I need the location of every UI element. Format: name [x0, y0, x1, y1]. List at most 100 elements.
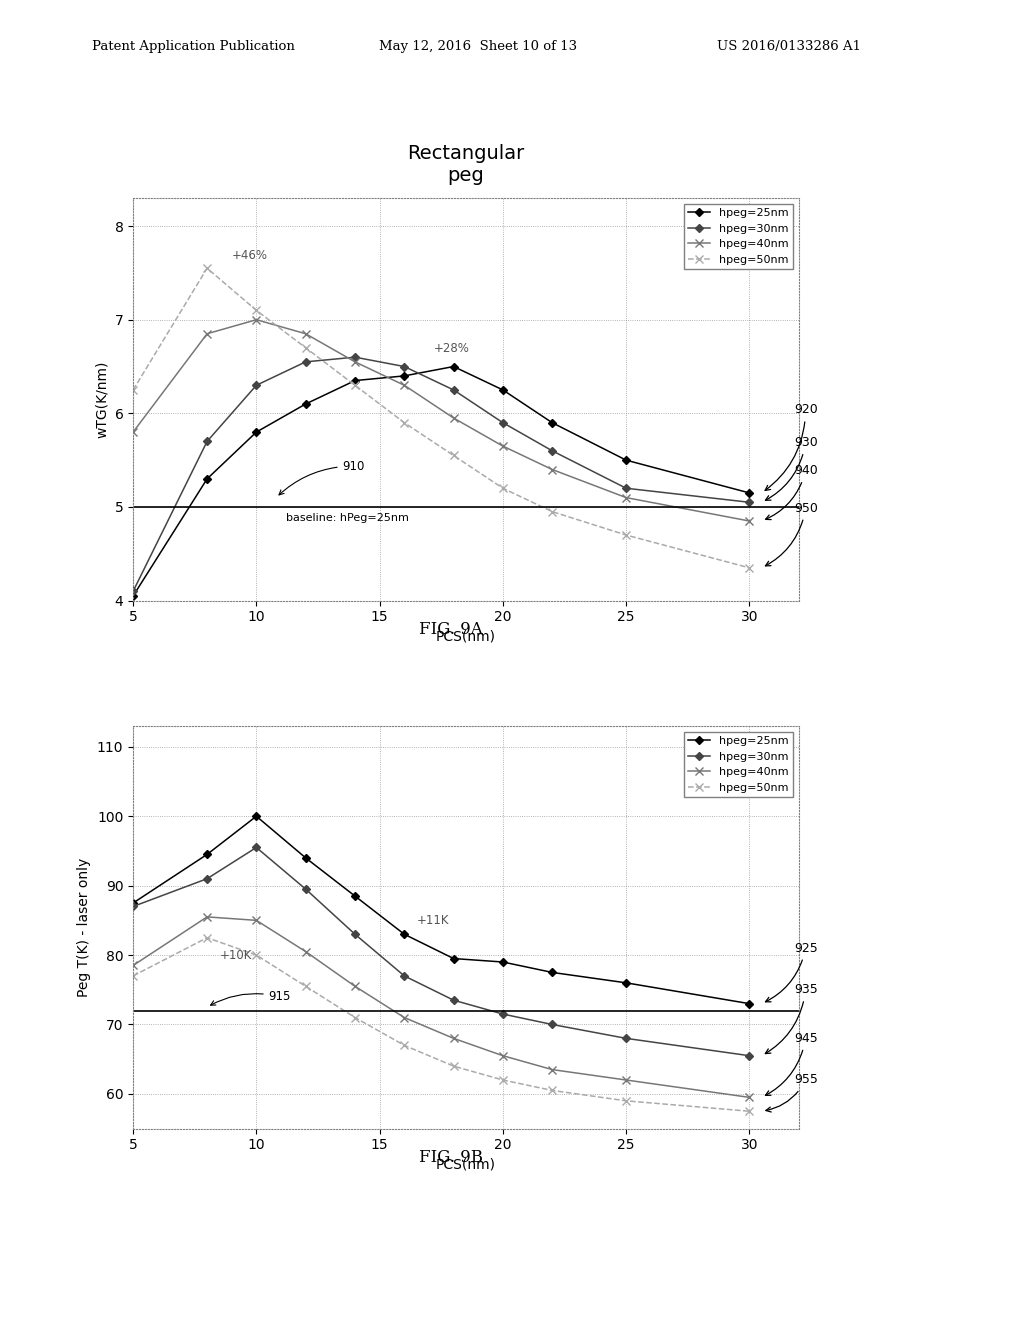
hpeg=25nm	[546, 965, 558, 981]
hpeg=50nm	[497, 480, 509, 496]
hpeg=30nm	[620, 1031, 632, 1047]
hpeg=50nm	[250, 302, 262, 318]
hpeg=30nm	[546, 1016, 558, 1032]
Line: hpeg=50nm: hpeg=50nm	[129, 933, 754, 1115]
hpeg=40nm	[743, 513, 756, 529]
hpeg=30nm	[127, 899, 139, 915]
hpeg=25nm	[300, 850, 312, 866]
hpeg=50nm	[620, 1093, 632, 1109]
hpeg=50nm	[127, 968, 139, 983]
hpeg=25nm	[620, 453, 632, 469]
hpeg=40nm	[743, 1089, 756, 1105]
Text: 915: 915	[211, 990, 291, 1005]
hpeg=30nm	[447, 381, 460, 397]
Text: 925: 925	[766, 941, 817, 1002]
hpeg=25nm	[447, 950, 460, 966]
Text: 955: 955	[766, 1073, 818, 1111]
Text: 920: 920	[765, 404, 817, 491]
hpeg=50nm	[497, 1072, 509, 1088]
hpeg=50nm	[349, 378, 361, 393]
hpeg=40nm	[250, 312, 262, 327]
Text: US 2016/0133286 A1: US 2016/0133286 A1	[717, 40, 861, 53]
hpeg=40nm	[546, 462, 558, 478]
Line: hpeg=40nm: hpeg=40nm	[129, 912, 754, 1101]
hpeg=50nm	[300, 339, 312, 355]
hpeg=25nm	[620, 975, 632, 991]
hpeg=40nm	[201, 909, 213, 925]
hpeg=25nm	[349, 888, 361, 904]
hpeg=50nm	[201, 260, 213, 276]
hpeg=40nm	[250, 912, 262, 928]
hpeg=50nm	[349, 1010, 361, 1026]
hpeg=40nm	[300, 326, 312, 342]
hpeg=50nm	[620, 527, 632, 543]
Text: FIG. 9A: FIG. 9A	[419, 620, 482, 638]
Line: hpeg=40nm: hpeg=40nm	[129, 315, 754, 525]
hpeg=30nm	[398, 359, 411, 375]
hpeg=40nm	[447, 1031, 460, 1047]
hpeg=30nm	[201, 871, 213, 887]
Legend: hpeg=25nm, hpeg=30nm, hpeg=40nm, hpeg=50nm: hpeg=25nm, hpeg=30nm, hpeg=40nm, hpeg=50…	[684, 203, 794, 269]
hpeg=40nm	[127, 957, 139, 973]
hpeg=30nm	[743, 1048, 756, 1064]
hpeg=25nm	[127, 895, 139, 911]
Text: 945: 945	[765, 1032, 817, 1096]
hpeg=25nm	[447, 359, 460, 375]
hpeg=25nm	[349, 372, 361, 388]
hpeg=40nm	[127, 424, 139, 440]
hpeg=30nm	[127, 583, 139, 599]
Text: Patent Application Publication: Patent Application Publication	[92, 40, 295, 53]
Text: baseline: hPeg=25nm: baseline: hPeg=25nm	[286, 512, 409, 523]
hpeg=30nm	[201, 433, 213, 449]
Line: hpeg=30nm: hpeg=30nm	[130, 845, 753, 1059]
hpeg=30nm	[447, 993, 460, 1008]
hpeg=50nm	[743, 560, 756, 576]
X-axis label: PCS(nm): PCS(nm)	[436, 630, 496, 644]
hpeg=50nm	[250, 948, 262, 964]
Line: hpeg=25nm: hpeg=25nm	[130, 813, 753, 1006]
hpeg=25nm	[250, 424, 262, 440]
Text: +46%: +46%	[231, 249, 267, 261]
hpeg=40nm	[497, 438, 509, 454]
hpeg=40nm	[300, 944, 312, 960]
hpeg=30nm	[497, 414, 509, 430]
hpeg=40nm	[398, 378, 411, 393]
Text: +10K: +10K	[219, 949, 252, 961]
hpeg=50nm	[546, 504, 558, 520]
hpeg=25nm	[201, 471, 213, 487]
hpeg=25nm	[546, 414, 558, 430]
hpeg=50nm	[743, 1104, 756, 1119]
Text: +11K: +11K	[417, 913, 450, 927]
hpeg=30nm	[300, 354, 312, 370]
Text: 910: 910	[279, 459, 365, 495]
hpeg=25nm	[201, 846, 213, 862]
Text: +28%: +28%	[434, 342, 470, 355]
hpeg=40nm	[620, 490, 632, 506]
hpeg=25nm	[497, 954, 509, 970]
Text: May 12, 2016  Sheet 10 of 13: May 12, 2016 Sheet 10 of 13	[379, 40, 577, 53]
Text: FIG. 9B: FIG. 9B	[419, 1148, 482, 1166]
Text: 950: 950	[765, 502, 818, 566]
hpeg=25nm	[250, 808, 262, 824]
Text: 930: 930	[765, 436, 817, 500]
hpeg=25nm	[497, 381, 509, 397]
hpeg=40nm	[620, 1072, 632, 1088]
hpeg=25nm	[398, 927, 411, 942]
hpeg=50nm	[398, 414, 411, 430]
hpeg=50nm	[127, 381, 139, 397]
hpeg=40nm	[546, 1061, 558, 1077]
Legend: hpeg=25nm, hpeg=30nm, hpeg=40nm, hpeg=50nm: hpeg=25nm, hpeg=30nm, hpeg=40nm, hpeg=50…	[684, 731, 794, 797]
hpeg=30nm	[743, 495, 756, 511]
Line: hpeg=50nm: hpeg=50nm	[129, 264, 754, 572]
hpeg=30nm	[250, 378, 262, 393]
hpeg=25nm	[398, 368, 411, 384]
Line: hpeg=25nm: hpeg=25nm	[130, 364, 753, 599]
Title: Rectangular
peg: Rectangular peg	[408, 144, 524, 185]
hpeg=25nm	[127, 587, 139, 603]
X-axis label: PCS(nm): PCS(nm)	[436, 1158, 496, 1172]
hpeg=50nm	[398, 1038, 411, 1053]
hpeg=40nm	[398, 1010, 411, 1026]
Y-axis label: wTG(K/nm): wTG(K/nm)	[95, 360, 109, 438]
hpeg=25nm	[743, 995, 756, 1011]
hpeg=50nm	[447, 1059, 460, 1074]
